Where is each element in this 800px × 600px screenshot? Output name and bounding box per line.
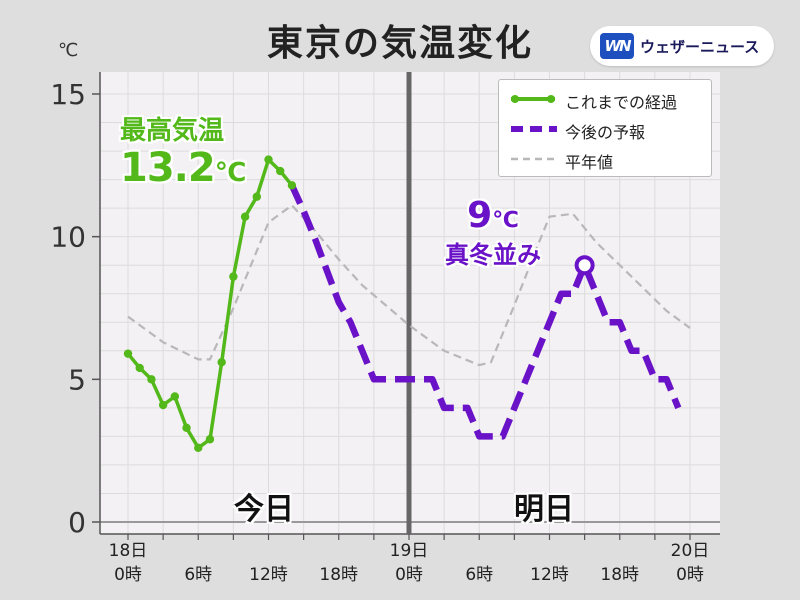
- axes: [92, 72, 720, 540]
- observed-point: [194, 443, 203, 453]
- legend: これまでの経過 今後の予報 平年値: [498, 79, 712, 177]
- observed-point: [170, 392, 180, 401]
- observed-point: [205, 435, 215, 444]
- legend-label: 今後の予報: [565, 123, 646, 142]
- y-tick-label: 15: [50, 78, 86, 111]
- observed-point: [264, 155, 273, 164]
- tomorrow-note: 真冬並み: [445, 241, 541, 269]
- x-tick-label-hour: 18時: [319, 565, 358, 585]
- observed-point: [217, 358, 226, 367]
- legend-item-forecast: 今後の予報: [499, 116, 711, 142]
- max-temp-label: 最高気温: [120, 116, 225, 146]
- x-tick-label-hour: 0時: [676, 565, 704, 585]
- x-tick-label-hour: 6時: [465, 565, 493, 585]
- x-tick-label-hour: 6時: [184, 565, 212, 585]
- series-layer: [123, 155, 691, 453]
- observed-point: [229, 272, 238, 281]
- y-axis-unit: ℃: [58, 40, 79, 61]
- y-tick-label: 0: [68, 506, 86, 539]
- y-tick-label: 5: [68, 363, 86, 396]
- x-tick-label-date: 18日: [109, 541, 148, 561]
- legend-observed-swatch: [511, 95, 555, 103]
- legend-label: これまでの経過: [565, 93, 678, 112]
- legend-label: 平年値: [565, 153, 614, 172]
- x-tick-label-date: 19日: [390, 541, 429, 561]
- weathernews-logo: WN ウェザーニュース: [590, 26, 774, 66]
- day-label-today: 今日: [234, 492, 294, 527]
- day-label-tomorrow: 明日: [514, 492, 574, 527]
- logo-mark: WN: [600, 33, 634, 59]
- tomorrow-value: 9: [467, 195, 493, 236]
- observed-point: [240, 212, 250, 221]
- tomorrow-value-line: 9℃: [428, 196, 558, 241]
- legend-item-normal: 平年値: [499, 146, 711, 172]
- tomorrow-annotation: 9℃ 真冬並み: [428, 196, 558, 270]
- x-tick-label-hour: 0時: [395, 565, 423, 585]
- chart-title: 東京の気温変化: [266, 23, 533, 64]
- x-tick-label-hour: 12時: [249, 565, 288, 585]
- forecast-max-marker: [574, 255, 595, 276]
- legend-item-observed: これまでの経過: [499, 86, 711, 112]
- x-tick-label-hour: 18時: [600, 565, 639, 585]
- x-tick-label-date: 20日: [671, 541, 710, 561]
- y-tick-label: 10: [50, 221, 86, 254]
- max-temp-value: 13.2: [120, 145, 216, 191]
- series-forecast-line: [288, 183, 682, 440]
- tomorrow-unit: ℃: [492, 208, 519, 233]
- series-normal-line: [127, 203, 691, 367]
- observed-point: [182, 423, 191, 433]
- observed-point: [252, 192, 261, 201]
- observed-point: [276, 166, 285, 176]
- observed-point: [123, 349, 133, 358]
- tick-label-layer: 0 5 10 15 18日 0時 6時 12時 18時 19日 0時 6時 12時 18時 20日 0時: [50, 78, 709, 585]
- observed-point: [158, 400, 168, 410]
- legend-normal-swatch: [511, 157, 557, 161]
- max-temp-annotation: 最高気温 13.2℃: [120, 110, 247, 191]
- x-tick-label-hour: 0時: [114, 565, 142, 585]
- observed-point: [135, 363, 144, 373]
- max-temp-value-line: 13.2℃: [120, 145, 247, 191]
- legend-forecast-swatch: [511, 126, 557, 132]
- observed-point: [147, 375, 156, 384]
- x-tick-label-hour: 12時: [530, 565, 569, 585]
- max-temp-unit: ℃: [214, 158, 247, 188]
- logo-text: ウェザーニュース: [640, 38, 760, 56]
- observed-point: [287, 181, 297, 190]
